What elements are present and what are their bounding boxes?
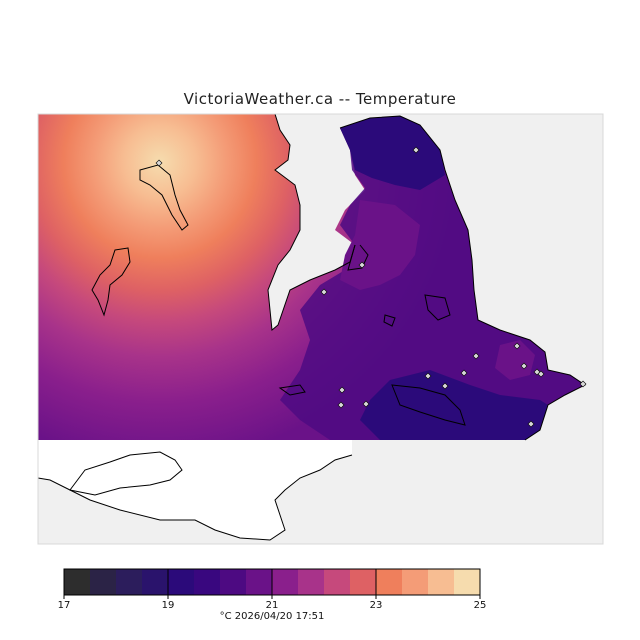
legend-tick-label: 23 bbox=[370, 600, 383, 611]
south-land-white bbox=[38, 440, 352, 540]
station-marker bbox=[441, 382, 449, 390]
map-frame bbox=[37, 113, 604, 545]
legend-tick-label: 19 bbox=[162, 600, 175, 611]
station-marker bbox=[412, 146, 420, 154]
southeast-cold-zone bbox=[360, 370, 548, 440]
station-marker bbox=[520, 362, 528, 370]
station-marker bbox=[460, 369, 468, 377]
legend-tick-label: 25 bbox=[474, 600, 487, 611]
legend-swatch bbox=[298, 569, 325, 595]
station-marker bbox=[527, 420, 535, 428]
coastlines bbox=[37, 113, 586, 541]
legend-ticks: 17 19 21 23 25 bbox=[58, 569, 487, 611]
east-warm-pocket bbox=[495, 340, 535, 380]
legend-swatch bbox=[350, 569, 377, 595]
legend-swatch bbox=[168, 569, 195, 595]
central-warm-pocket bbox=[340, 200, 420, 290]
legend-swatch bbox=[116, 569, 143, 595]
legend-tick-label: 17 bbox=[58, 600, 71, 611]
legend-swatch bbox=[272, 569, 299, 595]
station-marker bbox=[579, 380, 587, 388]
legend-swatch bbox=[376, 569, 403, 595]
station-marker bbox=[513, 342, 521, 350]
northeast-cold-zone bbox=[340, 116, 445, 190]
legend-swatches bbox=[64, 569, 481, 595]
station-marker bbox=[338, 386, 346, 394]
legend-caption: °C 2026/04/20 17:51 bbox=[220, 611, 325, 622]
station-marker bbox=[537, 370, 545, 378]
station-marker bbox=[362, 400, 370, 408]
legend-swatch bbox=[428, 569, 455, 595]
legend-swatch bbox=[246, 569, 273, 595]
legend-swatch bbox=[220, 569, 247, 595]
station-marker bbox=[320, 288, 328, 296]
station-markers bbox=[155, 146, 587, 428]
station-marker bbox=[155, 159, 163, 167]
map-title: VictoriaWeather.ca -- Temperature bbox=[183, 90, 457, 108]
station-marker bbox=[472, 352, 480, 360]
station-marker bbox=[358, 261, 366, 269]
legend-swatch bbox=[64, 569, 91, 595]
station-marker bbox=[337, 401, 345, 409]
legend-swatch bbox=[402, 569, 429, 595]
legend-swatch bbox=[194, 569, 221, 595]
legend-swatch bbox=[454, 569, 481, 595]
legend-swatch bbox=[142, 569, 169, 595]
legend-tick-label: 21 bbox=[266, 600, 279, 611]
station-marker bbox=[424, 372, 432, 380]
legend-swatch bbox=[90, 569, 117, 595]
legend-swatch bbox=[324, 569, 351, 595]
